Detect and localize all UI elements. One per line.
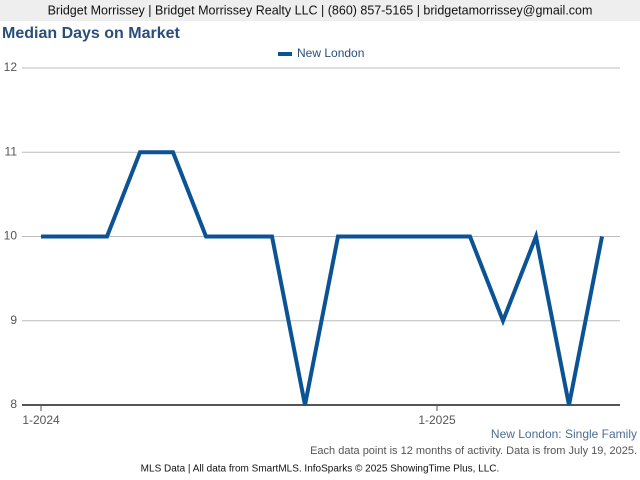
y-tick-label: 9	[10, 313, 17, 327]
line	[41, 150, 604, 406]
legend-label: New London	[297, 46, 364, 60]
y-tick-label: 10	[4, 229, 18, 243]
header-bar	[0, 0, 640, 21]
x-tick-label: 1-2025	[418, 413, 456, 427]
x-tick-label: 1-2024	[22, 413, 60, 427]
y-tick-label: 11	[5, 144, 18, 158]
y-tick-label: 12	[4, 60, 18, 74]
note: Each data point is 12 months of activity…	[310, 445, 637, 457]
subtitle: New London: Single Family	[491, 427, 637, 441]
chart-title: Median Days on Market	[2, 25, 181, 42]
y-tick-label: 8	[10, 397, 17, 411]
header: Bridget Morrissey | Bridget Morrissey Re…	[48, 3, 593, 17]
footer: MLS Data | All data from SmartMLS. InfoS…	[141, 464, 500, 475]
